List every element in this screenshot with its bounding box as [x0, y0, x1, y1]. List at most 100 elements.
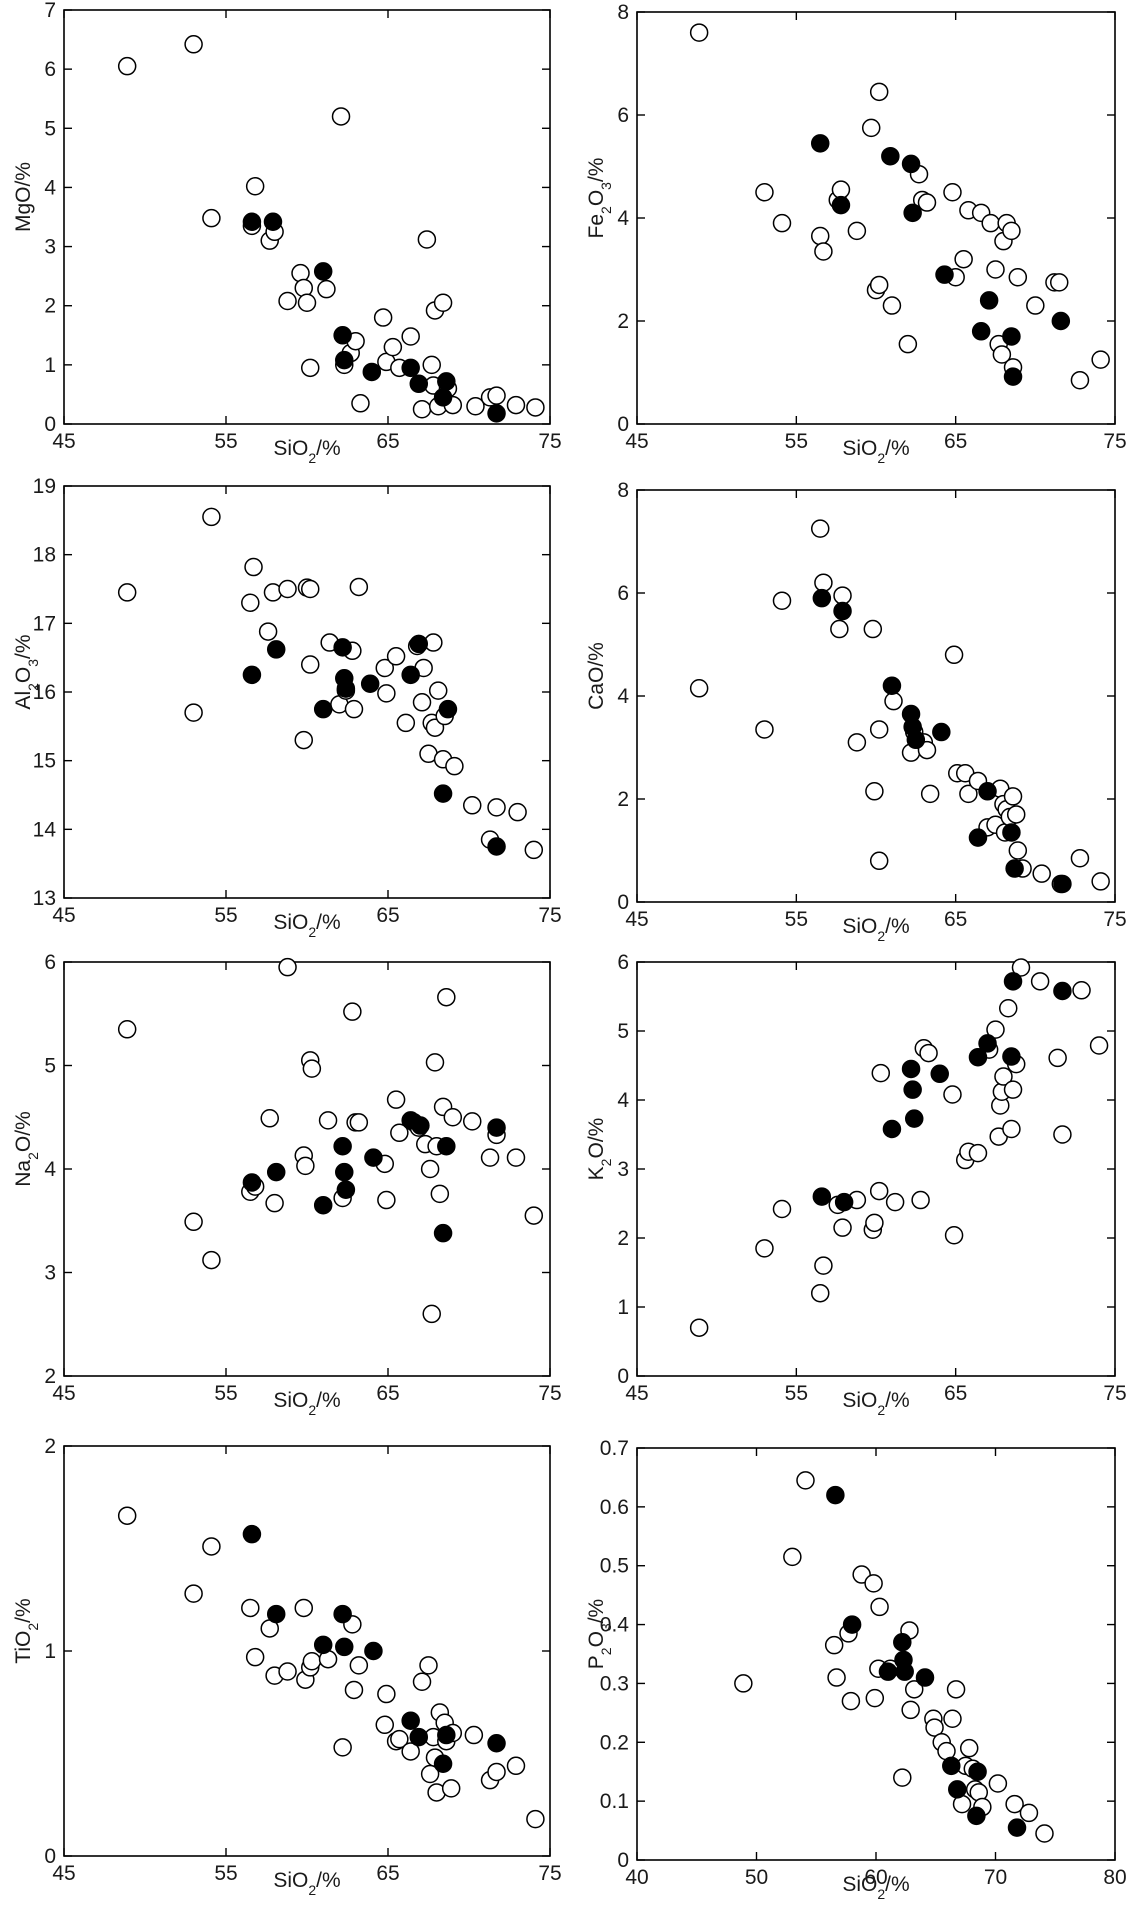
data-point-open: [988, 1774, 1008, 1793]
data-point-open: [998, 998, 1018, 1018]
x-tick-label: 75: [538, 430, 561, 453]
data-point-open: [871, 1063, 891, 1083]
data-point-open: [1049, 273, 1069, 292]
data-point-filled: [881, 146, 900, 166]
data-point-filled: [1051, 311, 1071, 331]
data-point-open: [814, 1256, 833, 1275]
data-point-open: [344, 699, 364, 719]
y-axis-label: TiO2/%: [12, 1598, 41, 1663]
y-tick-label: 4: [44, 1158, 56, 1181]
data-point-open: [373, 308, 393, 327]
y-tick-label: 3: [44, 236, 56, 259]
data-point-open: [1032, 864, 1051, 883]
data-point-open: [814, 242, 833, 261]
data-point-open: [278, 1662, 297, 1681]
data-point-open: [430, 1184, 450, 1204]
data-point-open: [1011, 958, 1031, 977]
data-point-filled: [833, 601, 852, 621]
data-point-open: [294, 1598, 314, 1618]
x-tick-label: 65: [944, 908, 967, 931]
data-point-open: [526, 398, 545, 417]
x-tick-label: 55: [785, 430, 808, 453]
y-tick-label: 0: [44, 1845, 56, 1868]
data-point-open: [869, 720, 889, 739]
x-tick-label: 45: [52, 1862, 75, 1885]
data-point-open: [865, 782, 884, 801]
y-tick-label: 2: [44, 295, 56, 318]
data-point-open: [1070, 848, 1090, 868]
plot-frame: [636, 11, 1116, 425]
y-tick-label: 4: [617, 685, 629, 708]
data-point-filled: [1002, 823, 1021, 842]
data-point-filled: [1053, 981, 1072, 1001]
data-point-open: [959, 784, 978, 804]
data-point-filled: [242, 1173, 262, 1192]
data-point-filled: [433, 1754, 453, 1773]
data-point-open: [202, 1250, 221, 1270]
data-point-open: [885, 1192, 905, 1212]
data-point-open: [810, 1283, 830, 1303]
data-point-filled: [968, 1047, 988, 1067]
scatter-plot-7: 45 55 65 75 0 1 2 SiO2/% TiO2/%: [12, 1435, 562, 1898]
data-point-open: [986, 1020, 1005, 1039]
data-point-filled: [333, 1604, 352, 1624]
data-point-filled: [266, 1162, 286, 1182]
data-point-open: [417, 230, 437, 249]
x-axis-label: SiO2/%: [273, 911, 340, 940]
data-point-filled: [1053, 874, 1072, 894]
data-point-filled: [313, 699, 333, 719]
data-point-open: [911, 1190, 930, 1210]
y-tick-label: 17: [33, 612, 56, 635]
data-point-open: [814, 573, 833, 592]
data-point-open: [1005, 1794, 1024, 1814]
series-filled: [810, 134, 1071, 386]
data-point-open: [833, 1218, 852, 1237]
data-point-open: [841, 1691, 861, 1711]
data-point-open: [1002, 1119, 1021, 1139]
y-tick-label: 0.1: [600, 1790, 629, 1813]
x-axis-label: SiO2/%: [273, 1869, 340, 1898]
data-point-open: [433, 293, 453, 313]
data-point-open: [202, 507, 221, 527]
data-point-open: [317, 279, 336, 299]
data-point-filled: [263, 212, 283, 231]
data-point-open: [351, 394, 370, 413]
data-point-filled: [433, 1223, 453, 1243]
y-axis-label: Na2O/%: [12, 1111, 41, 1187]
data-point-filled: [266, 640, 286, 659]
x-tick-label: 75: [538, 904, 561, 927]
y-tick-label: 2: [617, 310, 629, 333]
x-axis-label: SiO2/%: [842, 437, 909, 466]
data-point-filled: [978, 1034, 997, 1053]
data-point-open: [117, 1020, 137, 1039]
data-point-open: [524, 840, 544, 860]
data-point-open: [755, 183, 774, 202]
data-point-open: [386, 647, 406, 666]
plot-frame: [63, 485, 551, 899]
series-open: [117, 35, 545, 419]
data-point-open: [297, 293, 317, 313]
data-point-filled: [942, 1756, 961, 1776]
y-tick-label: 0: [44, 413, 56, 436]
data-point-open: [810, 226, 830, 246]
x-tick-label: 45: [625, 1382, 648, 1405]
data-point-filled: [409, 634, 429, 654]
x-tick-label: 65: [376, 1382, 399, 1405]
data-point-filled: [313, 262, 333, 281]
data-point-filled: [411, 1116, 430, 1135]
series-open: [117, 1506, 545, 1829]
x-tick-label: 75: [1103, 908, 1126, 931]
data-point-open: [772, 591, 792, 610]
data-point-open: [506, 395, 526, 415]
data-point-open: [278, 579, 297, 599]
data-point-filled: [834, 1192, 854, 1212]
data-point-open: [689, 1318, 709, 1337]
data-point-open: [994, 1067, 1013, 1086]
x-axis-label: SiO2/%: [842, 1873, 909, 1902]
data-point-filled: [333, 638, 352, 657]
data-point-open: [349, 577, 369, 597]
x-tick-label: 55: [214, 1382, 237, 1405]
data-point-open: [689, 679, 709, 698]
x-tick-label: 75: [538, 1382, 561, 1405]
